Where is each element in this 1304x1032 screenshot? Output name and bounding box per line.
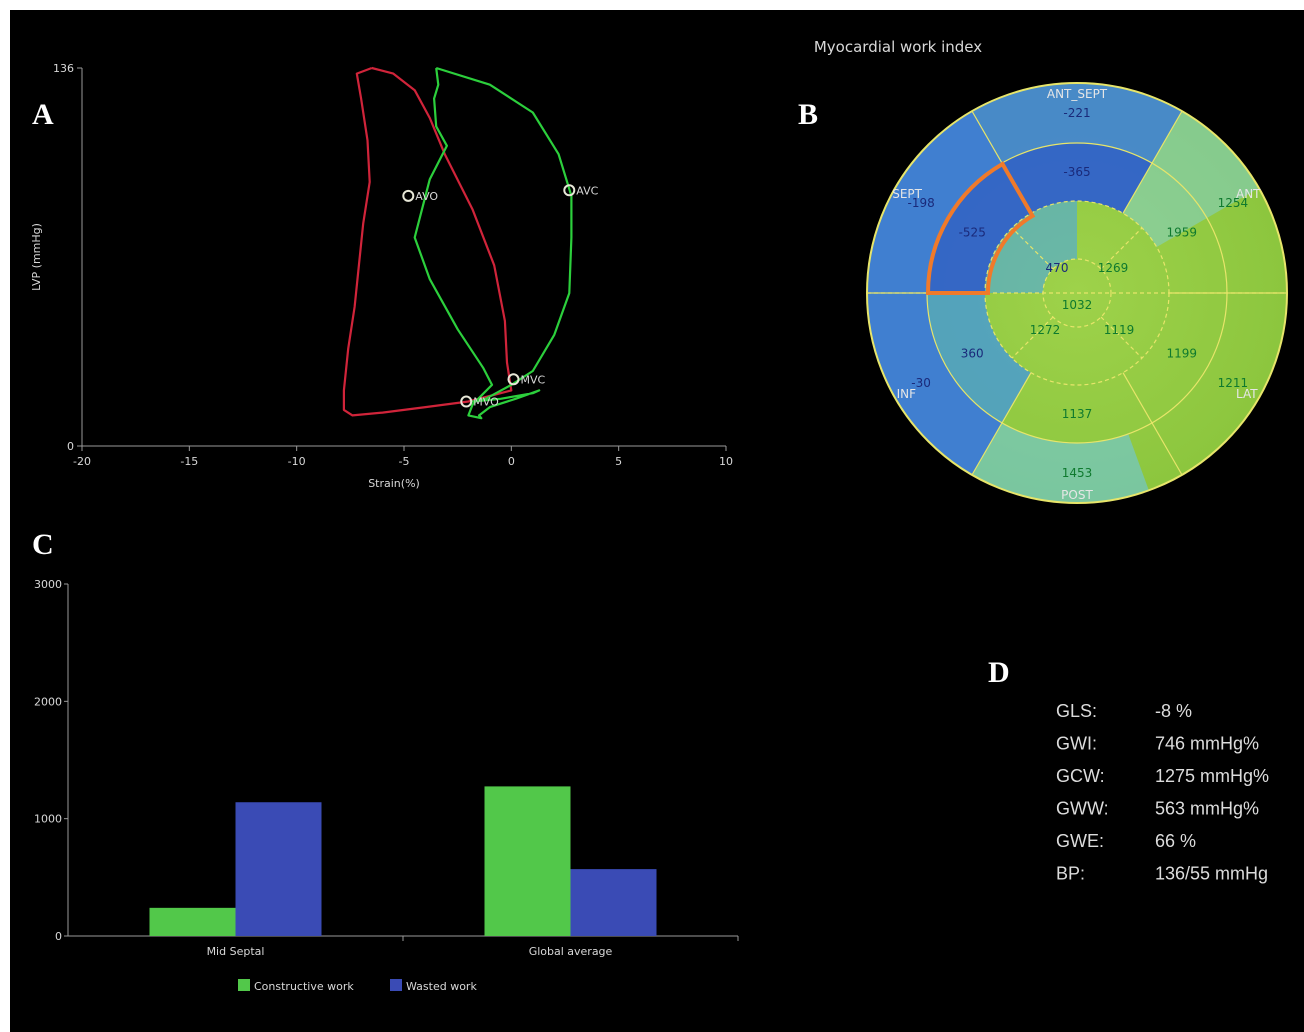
region-label: POST <box>1061 488 1093 502</box>
mid-segment-value: 360 <box>961 347 984 361</box>
bar-wasted <box>235 802 322 936</box>
mid-segment-value: 1137 <box>1062 407 1093 421</box>
figure-canvas: A B C D -20 -15 -10 -5 0 5 10 0 136 AVO AVC MVC MVO… <box>30 38 1288 993</box>
stat-value: -8 % <box>1155 701 1192 721</box>
stat-value: 746 mmHg% <box>1155 734 1259 754</box>
valve-event-marker <box>402 189 415 202</box>
mid-segment-value: 1959 <box>1167 226 1198 240</box>
segment-divider <box>971 372 1032 476</box>
apex-value: 1032 <box>1062 298 1093 312</box>
stat-label: GWE: <box>1056 831 1104 851</box>
panel-letter-b: B <box>798 98 818 131</box>
stat-label: GWI: <box>1056 734 1097 754</box>
x-tick-label: -10 <box>288 455 306 468</box>
region-label: SEPT <box>892 187 922 201</box>
work-bar-chart: 0 1000 2000 3000 Mid Septal Global average C… <box>34 578 739 993</box>
bar-y-tick-label: 0 <box>55 930 62 943</box>
apical-divider <box>1011 227 1054 270</box>
bar-constructive <box>149 907 236 936</box>
segment-divider <box>1122 110 1183 214</box>
basal-segment-value: 1453 <box>1062 466 1093 480</box>
panel-letter-c: C <box>32 528 54 561</box>
stat-value: 563 mmHg% <box>1155 799 1259 819</box>
region-label: INF <box>897 387 917 401</box>
legend-swatch <box>390 979 402 991</box>
basal-segment-value: 1211 <box>1218 376 1249 390</box>
legend-label: Wasted work <box>406 980 477 993</box>
apical-segment-value: 470 <box>1046 261 1069 275</box>
apical-segment-value: 1119 <box>1104 323 1135 337</box>
valve-event-marker <box>563 184 576 197</box>
panel-letter-d: D <box>988 656 1010 689</box>
bar-constructive <box>484 786 571 936</box>
stat-label: GLS: <box>1056 701 1097 721</box>
x-tick-label: 0 <box>508 455 515 468</box>
bar-y-tick-label: 2000 <box>34 695 62 708</box>
low-work-zone-mid-inf <box>927 293 1031 423</box>
stat-value: 136/55 mmHg <box>1155 864 1268 884</box>
x-axis-label: Strain(%) <box>368 477 420 490</box>
basal-segment-value: -221 <box>1063 106 1090 120</box>
pressure-strain-loop-chart: -20 -15 -10 -5 0 5 10 0 136 AVO AVC MVC MVO Strain(… <box>30 62 733 490</box>
bar-category-label: Global average <box>529 945 613 958</box>
panel-letter-a: A <box>32 98 54 131</box>
legend-swatch <box>238 979 250 991</box>
bullseye-chart: Myocardial work index -221 1254 1211 1453 -3… <box>814 38 1288 504</box>
bar-y-tick-label: 3000 <box>34 578 62 591</box>
valve-event-label: MVO <box>473 396 499 409</box>
selected-segment-outline[interactable] <box>925 161 1036 295</box>
stat-label: GWW: <box>1056 799 1109 819</box>
x-tick-label: 10 <box>719 455 733 468</box>
apical-segment-value: 1269 <box>1098 261 1129 275</box>
basal-segment-value: -30 <box>911 376 931 390</box>
bar-y-tick-label: 1000 <box>34 813 62 826</box>
valve-event-marker <box>460 395 473 408</box>
y-tick-label: 136 <box>53 62 74 75</box>
apical-divider <box>1100 227 1143 270</box>
valve-event-label: AVC <box>576 184 598 197</box>
mid-segment-value: 1199 <box>1167 347 1198 361</box>
low-work-zone-mid-septal <box>927 143 1152 293</box>
segment-divider <box>1122 372 1183 476</box>
valve-event-marker <box>507 373 520 386</box>
mid-segment-value: -525 <box>959 226 986 240</box>
figure-panel: A B C D -20 -15 -10 -5 0 5 10 0 136 AVO AVC MVC MVO… <box>10 10 1304 1032</box>
x-tick-label: 5 <box>615 455 622 468</box>
apical-segment-value: 1272 <box>1030 323 1061 337</box>
region-label: ANT <box>1236 187 1261 201</box>
legend-label: Constructive work <box>254 980 354 993</box>
transition-zone-inf <box>972 422 1149 504</box>
valve-event-label: AVO <box>415 190 438 203</box>
low-work-zone-basal-antsept <box>972 82 1182 164</box>
apical-divider <box>1100 316 1143 359</box>
x-tick-label: -15 <box>180 455 198 468</box>
stat-label: BP: <box>1056 864 1085 884</box>
apical-divider <box>1011 316 1054 359</box>
y-axis-label: LVP (mmHg) <box>30 223 43 291</box>
mid-segment-value: -365 <box>1063 165 1090 179</box>
basal-segment-value: 1254 <box>1218 196 1249 210</box>
stat-label: GCW: <box>1056 766 1105 786</box>
y-tick-label: 0 <box>67 440 74 453</box>
low-work-zone-basal-septal <box>867 111 1002 475</box>
bar-wasted <box>570 869 657 936</box>
region-label: LAT <box>1236 387 1258 401</box>
bullseye-title: Myocardial work index <box>814 38 982 56</box>
bar-category-label: Mid Septal <box>207 945 265 958</box>
x-tick-label: -20 <box>73 455 91 468</box>
region-label: ANT_SEPT <box>1047 87 1108 101</box>
loop-series-line-2 <box>413 66 573 420</box>
loop-series-line-1 <box>342 66 513 417</box>
valve-event-label: MVC <box>520 373 545 386</box>
stat-value: 1275 mmHg% <box>1155 766 1269 786</box>
x-tick-label: -5 <box>399 455 410 468</box>
global-stats: GLS: -8 % GWI: 746 mmHg% GCW: 1275 mmHg% GWW: 5… <box>1056 701 1269 884</box>
basal-segment-value: -198 <box>907 196 934 210</box>
stat-value: 66 % <box>1155 831 1196 851</box>
